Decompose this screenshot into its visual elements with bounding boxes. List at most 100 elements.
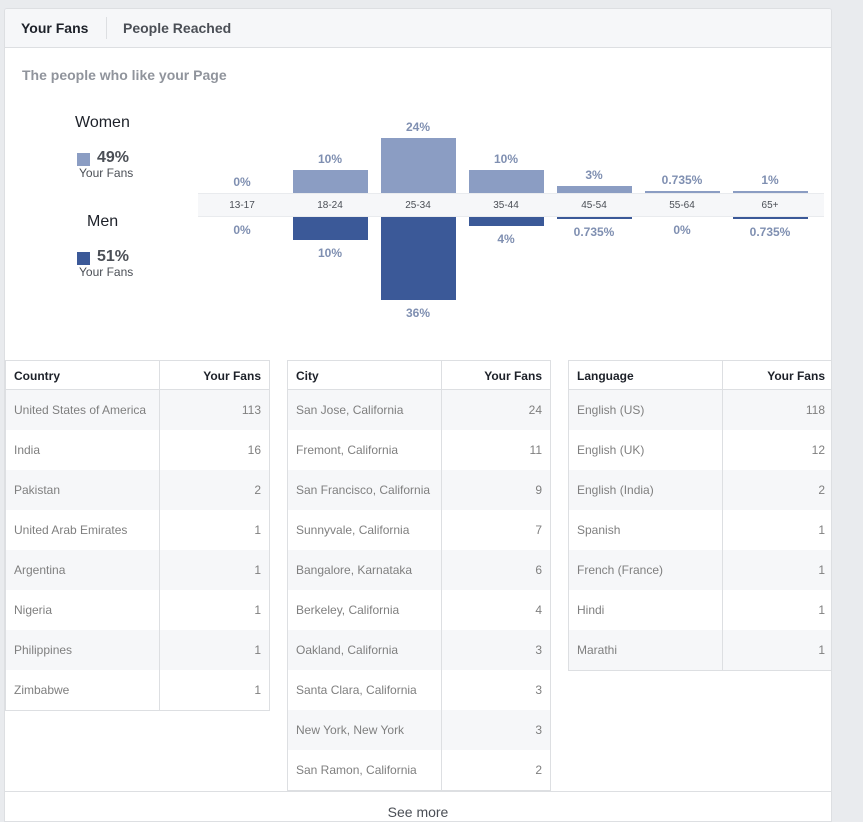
language-table: Language Your Fans English (US) 118 English …: [568, 360, 831, 671]
women-data-label: 10%: [493, 152, 519, 166]
men-data-label: 0.735%: [573, 225, 615, 239]
language-name-cell: French (France): [577, 563, 664, 577]
table-row: Bangalore, Karnataka 6: [288, 550, 550, 590]
city-name-cell: Sunnyvale, California: [296, 523, 410, 537]
fans-count-cell: 113: [241, 403, 261, 417]
fans-count-cell: 4: [535, 603, 542, 617]
legend-men: Men 51% Your Fans: [77, 213, 133, 279]
your-fans-column-header[interactable]: Your Fans: [484, 369, 542, 383]
age-tick-label: 13-17: [229, 200, 255, 211]
legend-men-sublabel: Your Fans: [79, 265, 134, 279]
table-row: Santa Clara, California 3: [288, 670, 550, 710]
men-data-label: 10%: [317, 246, 343, 260]
language-name-cell: Hindi: [577, 603, 605, 617]
women-bar[interactable]: [292, 170, 368, 193]
women-data-label: 1%: [761, 172, 779, 187]
table-row: Hindi 1: [569, 590, 831, 630]
tab-your-fans[interactable]: Your Fans: [21, 20, 89, 36]
men-bar[interactable]: [380, 217, 456, 300]
table-row: English (UK) 12: [569, 430, 831, 470]
country-table: Country Your Fans United States of America…: [5, 360, 270, 711]
table-row: English (US) 118: [569, 390, 831, 430]
country-column-header[interactable]: Country: [14, 369, 60, 383]
table-row: Marathi 1: [569, 630, 831, 670]
table-row: Fremont, California 11: [288, 430, 550, 470]
table-row: San Jose, California 24: [288, 390, 550, 430]
fans-count-cell: 12: [811, 443, 825, 457]
legend-men-label: Men: [87, 213, 119, 230]
legend-women-swatch: [77, 153, 90, 166]
table-row: United Arab Emirates 1: [6, 510, 269, 550]
women-data-label: 0%: [233, 175, 251, 189]
city-column-header[interactable]: City: [296, 369, 319, 383]
language-name-cell: English (UK): [577, 443, 645, 457]
fans-count-cell: 3: [535, 723, 542, 737]
men-data-label: 0.735%: [749, 225, 791, 239]
age-tick-label: 18-24: [317, 200, 343, 211]
language-name-cell: English (India): [577, 483, 654, 497]
women-bar[interactable]: [380, 137, 456, 193]
legend-women: Women 49% Your Fans: [75, 114, 133, 180]
table-row: Oakland, California 3: [288, 630, 550, 670]
tab-divider: [106, 17, 107, 39]
legend-women-label: Women: [75, 114, 130, 131]
city-name-cell: New York, New York: [296, 723, 405, 737]
table-row: Argentina 1: [6, 550, 269, 590]
age-tick-label: 45-54: [581, 200, 607, 211]
age-tick-label: 55-64: [669, 200, 695, 211]
fans-count-cell: 2: [818, 483, 825, 497]
fans-count-cell: 7: [535, 523, 542, 537]
men-bar[interactable]: [732, 217, 808, 219]
women-data-label: 3%: [585, 168, 603, 183]
age-tick-label: 25-34: [405, 200, 431, 211]
women-bar[interactable]: [556, 186, 632, 193]
fans-count-cell: 1: [818, 643, 825, 657]
fans-count-cell: 1: [254, 563, 261, 577]
men-data-label: 4%: [497, 232, 515, 247]
fans-count-cell: 1: [818, 563, 825, 577]
column-divider: [722, 360, 723, 670]
country-table-header: Country Your Fans: [6, 360, 269, 390]
age-axis-band: [198, 193, 824, 217]
men-bar[interactable]: [556, 217, 632, 219]
women-bar[interactable]: [732, 190, 808, 193]
men-bar[interactable]: [292, 217, 368, 240]
see-more-button[interactable]: See more: [5, 791, 831, 821]
women-bar[interactable]: [644, 191, 720, 193]
city-name-cell: Oakland, California: [296, 643, 399, 657]
language-column-header[interactable]: Language: [577, 369, 634, 383]
table-row: United States of America 113: [6, 390, 269, 430]
women-data-label: 10%: [317, 152, 343, 166]
city-name-cell: Berkeley, California: [296, 603, 400, 617]
legend-women-sublabel: Your Fans: [79, 166, 134, 180]
column-divider: [159, 360, 160, 710]
your-fans-column-header[interactable]: Your Fans: [203, 369, 261, 383]
country-name-cell: Nigeria: [14, 603, 53, 617]
fans-count-cell: 2: [254, 483, 261, 497]
language-name-cell: Marathi: [577, 643, 618, 657]
language-name-cell: English (US): [577, 403, 645, 417]
table-row: French (France) 1: [569, 550, 831, 590]
language-table-header: Language Your Fans: [569, 360, 831, 390]
country-name-cell: United States of America: [14, 403, 147, 417]
table-row: New York, New York 3: [288, 710, 550, 750]
country-name-cell: Argentina: [14, 563, 66, 577]
country-name-cell: Pakistan: [14, 483, 61, 497]
legend-men-percent: 51%: [97, 248, 130, 265]
men-bar[interactable]: [468, 217, 544, 227]
tab-people-reached[interactable]: People Reached: [123, 20, 232, 36]
fans-count-cell: 1: [818, 603, 825, 617]
city-name-cell: San Ramon, California: [296, 763, 417, 777]
table-row: English (India) 2: [569, 470, 831, 510]
table-row: India 16: [6, 430, 269, 470]
women-data-label: 24%: [405, 119, 431, 134]
table-row: Philippines 1: [6, 630, 269, 670]
your-fans-column-header[interactable]: Your Fans: [767, 369, 825, 383]
fans-count-cell: 118: [805, 403, 825, 417]
table-row: Berkeley, California 4: [288, 590, 550, 630]
women-bar[interactable]: [468, 170, 544, 193]
table-row: Pakistan 2: [6, 470, 269, 510]
fans-count-cell: 1: [254, 683, 261, 697]
city-name-cell: San Francisco, California: [296, 483, 431, 497]
audience-panel: Your Fans People Reached The people who …: [4, 8, 832, 822]
